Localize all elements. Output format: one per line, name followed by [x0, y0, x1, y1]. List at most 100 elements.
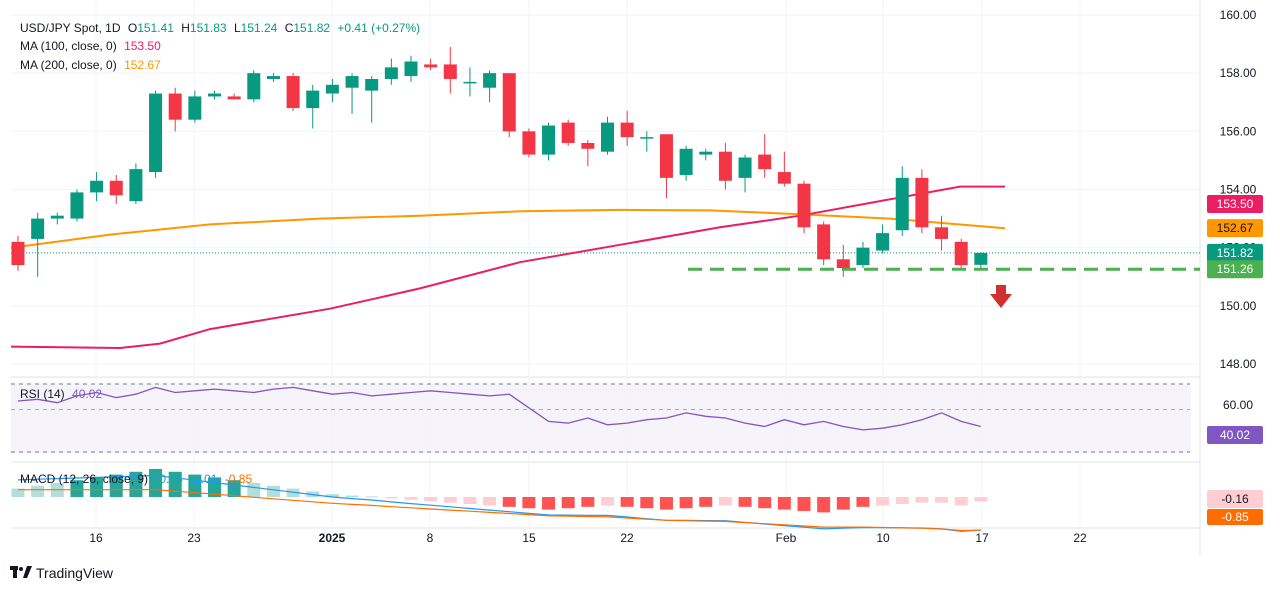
candle-body [738, 157, 752, 178]
macd-hist-bar [463, 497, 477, 504]
candle-body [424, 64, 438, 68]
close-value: 151.82 [293, 21, 331, 35]
candle-body [640, 137, 654, 139]
macd-hist-bar [542, 497, 556, 510]
candle [738, 154, 752, 193]
candle-body [129, 169, 143, 202]
candle-body [561, 122, 575, 143]
candle-body [168, 93, 182, 120]
macd-hist-bar [895, 497, 909, 504]
macd-hist-bar [384, 497, 398, 499]
candle [640, 131, 654, 152]
candle-body [856, 247, 870, 266]
ma200-line [10, 208, 1006, 249]
candle-body [50, 215, 64, 219]
ma100-value: 153.50 [124, 39, 161, 53]
open-label: O [127, 21, 138, 35]
macd-legend[interactable]: MACD (12, 26, close, 9) -0.16 -1.01 -0.8… [20, 471, 256, 487]
date-tick-label: 16 [89, 531, 103, 545]
candle [836, 244, 850, 277]
ma200-tag [1207, 219, 1263, 238]
ma200-legend[interactable]: MA (200, close, 0) 152.67 [20, 57, 165, 73]
candle-body [915, 177, 929, 228]
candle [876, 224, 890, 254]
header-ohlc: USD/JPY Spot, 1D O151.41 H151.83 L151.24… [20, 20, 424, 36]
price-tick-label: 148.00 [1220, 357, 1257, 371]
macd-hist-bar [659, 497, 673, 510]
rsi-band [11, 384, 1191, 453]
candle [777, 151, 791, 187]
candle [208, 90, 221, 100]
macd-hist-bar [502, 497, 516, 507]
macd-hist-value: -0.16 [155, 472, 183, 486]
last-price-tag [1207, 243, 1263, 262]
macd-pane: -0.16 -0.85 [11, 469, 1263, 532]
macd-hist-bar [266, 485, 280, 497]
ma100-legend[interactable]: MA (100, close, 0) 153.50 [20, 38, 165, 54]
candle-body [188, 96, 202, 120]
candle-body [463, 81, 477, 84]
macd-hist-bar [561, 497, 575, 509]
low-value: 151.24 [240, 21, 278, 35]
candle-body [11, 241, 25, 266]
candle [679, 145, 693, 181]
rsi-line [17, 386, 982, 431]
price-tick-label: 154.00 [1220, 183, 1257, 197]
candle [542, 122, 556, 161]
candles[interactable] [11, 46, 988, 277]
rsi-value-tag-label: 40.02 [1220, 428, 1250, 442]
macd-hist-bar [876, 497, 890, 506]
macd-hist-bar [836, 497, 850, 510]
candle [581, 140, 595, 167]
candle [188, 90, 202, 123]
candle [247, 70, 261, 103]
ma200-label: MA (200, close, 0) [20, 58, 117, 72]
candle-body [758, 154, 772, 170]
ma100-label: MA (100, close, 0) [20, 39, 117, 53]
macd-line [17, 474, 981, 532]
candle [856, 241, 870, 269]
candle-body [31, 218, 45, 239]
rsi-legend[interactable]: RSI (14) 40.02 [20, 386, 106, 402]
candle [483, 70, 497, 103]
macd-hist-bar [404, 497, 418, 500]
macd-hist-bar [90, 477, 104, 497]
rsi-pane: 60.00 40.02 [11, 383, 1263, 453]
macd-label: MACD (12, 26, close, 9) [20, 472, 149, 486]
candle-body [699, 151, 713, 155]
rsi-label: RSI (14) [20, 387, 65, 401]
candle [31, 212, 45, 277]
ma100-tag [1207, 195, 1263, 214]
macd-hist-bar [483, 497, 497, 506]
candle [758, 134, 772, 178]
macd-hist-bar [365, 496, 379, 498]
candle-body [817, 224, 831, 260]
ma200-tag-label: 152.67 [1217, 221, 1254, 235]
macd-signal-tag-label: -0.85 [1221, 510, 1249, 524]
symbol-title[interactable]: USD/JPY Spot, 1D [20, 21, 121, 35]
candle [699, 148, 713, 161]
moving-averages [10, 185, 1006, 350]
macd-hist-tag-label: -0.16 [1221, 492, 1249, 506]
candle [384, 58, 398, 85]
candle-body [286, 76, 300, 109]
candle [817, 221, 831, 266]
candle-body [483, 73, 497, 88]
candle-body [935, 227, 949, 239]
date-tick-label: 22 [620, 531, 634, 545]
candle [935, 215, 949, 251]
macd-hist-bar [856, 497, 870, 507]
candle-body [325, 84, 339, 94]
candle [463, 67, 477, 97]
candle [306, 84, 320, 129]
candle [168, 87, 182, 132]
macd-hist-bar [718, 497, 732, 506]
macd-hist-tag [1207, 490, 1263, 508]
macd-hist-bar [424, 497, 438, 502]
candle-body [502, 73, 516, 132]
macd-hist-bar [679, 497, 693, 509]
date-tick-label: 10 [876, 531, 890, 545]
tradingview-footer[interactable]: TradingView [10, 563, 113, 583]
change-value: +0.41 (+0.27%) [337, 21, 421, 35]
